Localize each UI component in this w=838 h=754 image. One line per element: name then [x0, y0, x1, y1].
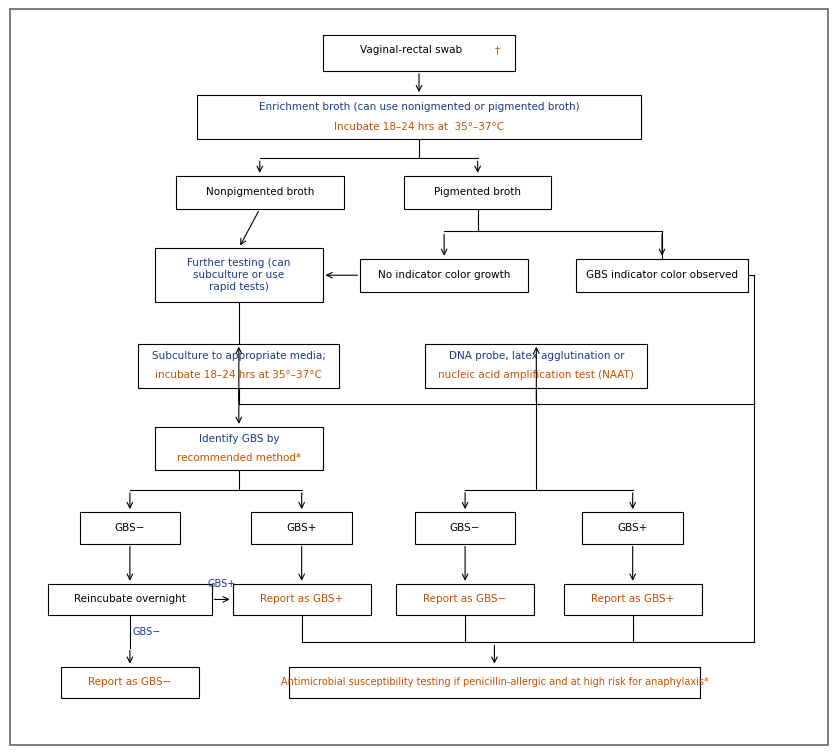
Bar — [396, 584, 535, 615]
Text: GBS−: GBS− — [115, 523, 145, 533]
Text: Report as GBS+: Report as GBS+ — [591, 594, 675, 605]
Text: nucleic acid amplification test (NAAT): nucleic acid amplification test (NAAT) — [438, 370, 634, 381]
Bar — [360, 259, 528, 292]
Bar — [197, 95, 641, 139]
Bar — [48, 584, 211, 615]
Text: GBS+: GBS+ — [287, 523, 317, 533]
Text: recommended method*: recommended method* — [177, 453, 301, 464]
Bar — [138, 344, 339, 388]
Bar — [563, 584, 701, 615]
Text: Reincubate overnight: Reincubate overnight — [74, 594, 186, 605]
Bar — [80, 512, 180, 544]
Bar — [232, 584, 370, 615]
Text: GBS−: GBS− — [132, 627, 161, 637]
Text: Report as GBS−: Report as GBS− — [423, 594, 507, 605]
Text: GBS+: GBS+ — [208, 579, 236, 590]
Text: Pigmented broth: Pigmented broth — [434, 187, 521, 198]
Bar — [60, 667, 199, 698]
Text: Report as GBS−: Report as GBS− — [88, 677, 172, 688]
Bar — [415, 512, 515, 544]
Text: †: † — [494, 44, 499, 55]
Text: Subculture to appropriate media;: Subculture to appropriate media; — [152, 351, 326, 361]
Text: DNA probe, latex agglutination or: DNA probe, latex agglutination or — [448, 351, 624, 361]
Bar — [404, 176, 551, 209]
Text: Identify GBS by: Identify GBS by — [199, 434, 279, 444]
Text: incubate 18–24 hrs at 35°–37°C: incubate 18–24 hrs at 35°–37°C — [155, 370, 323, 381]
Text: Report as GBS+: Report as GBS+ — [260, 594, 344, 605]
Bar — [251, 512, 352, 544]
Text: Enrichment broth (can use nonigmented or pigmented broth): Enrichment broth (can use nonigmented or… — [259, 102, 579, 112]
Text: Further testing (can: Further testing (can — [187, 258, 291, 268]
Text: rapid tests): rapid tests) — [209, 282, 269, 293]
Bar — [323, 35, 515, 71]
Text: Incubate 18–24 hrs at  35°–37°C: Incubate 18–24 hrs at 35°–37°C — [334, 121, 504, 132]
Text: GBS−: GBS− — [450, 523, 480, 533]
Bar — [155, 427, 323, 470]
Text: Antimicrobial susceptibility testing if penicillin-allergic and at high risk for: Antimicrobial susceptibility testing if … — [281, 677, 708, 688]
Bar — [582, 512, 683, 544]
Bar — [426, 344, 648, 388]
Bar — [176, 176, 344, 209]
Text: subculture or use: subculture or use — [194, 270, 284, 280]
Bar — [289, 667, 700, 698]
Text: GBS+: GBS+ — [618, 523, 648, 533]
Bar — [577, 259, 747, 292]
Bar — [155, 248, 323, 302]
Text: No indicator color growth: No indicator color growth — [378, 270, 510, 280]
Text: Vaginal-rectal swab: Vaginal-rectal swab — [360, 44, 462, 55]
Text: Nonpigmented broth: Nonpigmented broth — [205, 187, 314, 198]
Text: GBS indicator color observed: GBS indicator color observed — [586, 270, 738, 280]
